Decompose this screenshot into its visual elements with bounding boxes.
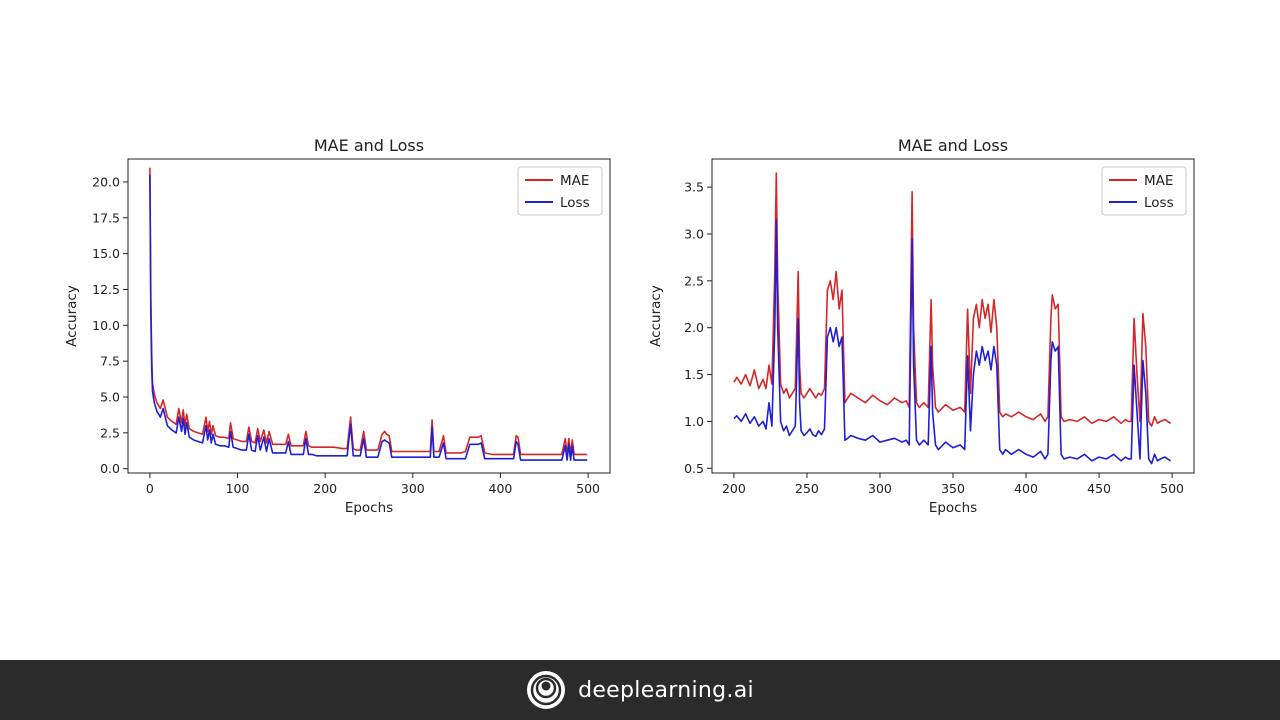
x-tick-label: 350 — [941, 481, 965, 496]
series-line-loss — [733, 219, 1172, 465]
y-tick-label: 17.5 — [92, 210, 120, 225]
y-tick-label: 1.0 — [684, 414, 704, 429]
chart-title: MAE and Loss — [898, 136, 1008, 155]
footer-bar: deeplearning.ai — [0, 660, 1280, 720]
x-tick-label: 100 — [226, 481, 250, 496]
legend-label-mae: MAE — [560, 173, 589, 189]
x-tick-label: 250 — [795, 481, 819, 496]
chart-title: MAE and Loss — [314, 136, 424, 155]
chart-mae-loss-zoomed: MAE and Loss 200 250 300 350 400 450 500 0.5 1.0 1… — [648, 136, 1195, 516]
brand-name: deeplearning.ai — [578, 677, 754, 703]
series-line-mae — [733, 172, 1172, 427]
x-tick-label: 300 — [868, 481, 892, 496]
x-tick-label: 400 — [1014, 481, 1038, 496]
y-tick-label: 12.5 — [92, 282, 120, 297]
legend-label-loss: Loss — [1144, 195, 1174, 211]
series-line-mae — [149, 167, 588, 456]
y-tick-label: 5.0 — [100, 390, 120, 405]
y-axis-label: Accuracy — [64, 285, 80, 347]
x-axis-label: Epochs — [345, 500, 393, 516]
y-tick-label: 2.0 — [684, 320, 704, 335]
deeplearning-ai-logo-icon — [527, 671, 566, 709]
y-axis-label: Accuracy — [648, 285, 664, 347]
x-tick-label: 400 — [489, 481, 513, 496]
x-tick-label: 0 — [146, 481, 154, 496]
y-tick-label: 2.5 — [100, 425, 120, 440]
x-axis-label: Epochs — [929, 500, 977, 516]
legend-label-loss: Loss — [560, 195, 590, 211]
y-tick-label: 7.5 — [100, 354, 120, 369]
y-tick-label: 0.0 — [100, 461, 120, 476]
y-tick-label: 10.0 — [92, 318, 120, 333]
y-tick-label: 1.5 — [684, 367, 704, 382]
x-tick-label: 300 — [401, 481, 425, 496]
y-tick-label: 20.0 — [92, 174, 120, 189]
y-tick-label: 3.0 — [684, 226, 704, 241]
x-tick-label: 200 — [722, 481, 746, 496]
x-tick-label: 500 — [576, 481, 600, 496]
y-tick-label: 15.0 — [92, 246, 120, 261]
chart-mae-loss-full: MAE and Loss 0 100 200 300 400 500 0.0 2.5 5.0 7.5… — [64, 136, 611, 516]
legend-label-mae: MAE — [1144, 173, 1173, 189]
x-tick-label: 450 — [1087, 481, 1111, 496]
y-tick-label: 3.5 — [684, 180, 704, 195]
slide-area: MAE and Loss 0 100 200 300 400 500 0.0 2.5 5.0 7.5… — [64, 136, 1195, 516]
x-tick-label: 200 — [313, 481, 337, 496]
series-line-loss — [149, 174, 588, 461]
y-tick-label: 2.5 — [684, 273, 704, 288]
y-tick-label: 0.5 — [684, 461, 704, 476]
x-tick-label: 500 — [1160, 481, 1184, 496]
